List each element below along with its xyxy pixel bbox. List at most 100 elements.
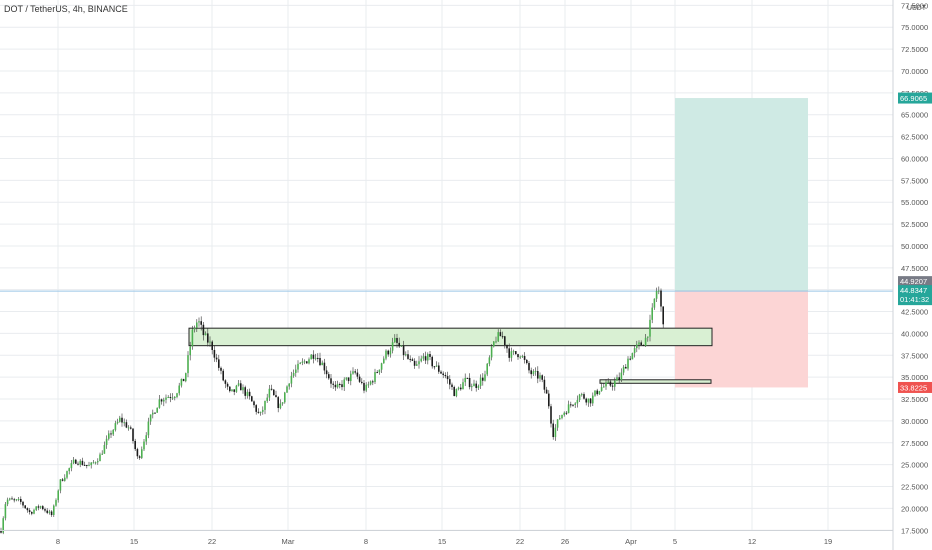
candle — [499, 329, 502, 337]
candle-body — [33, 509, 35, 514]
candle — [565, 411, 568, 415]
candle-body — [539, 375, 541, 379]
candle — [655, 287, 658, 302]
candle — [416, 360, 418, 366]
candle-body — [174, 397, 176, 399]
candle-body — [279, 403, 282, 409]
candle — [512, 349, 515, 355]
x-tick-label: 8 — [56, 537, 60, 546]
candle — [460, 383, 462, 391]
resistance-zone[interactable] — [188, 327, 713, 347]
candle — [246, 389, 249, 399]
candle-body — [607, 381, 609, 383]
candle-body — [519, 356, 521, 358]
candle — [147, 417, 150, 439]
candle — [339, 382, 341, 389]
last-price-tag-box — [898, 285, 932, 306]
candle-body — [543, 379, 546, 390]
candle-body — [570, 404, 572, 406]
candle — [411, 357, 414, 362]
candle — [330, 374, 332, 388]
candle — [427, 352, 429, 365]
y-tick-label: 57.5000 — [901, 176, 928, 185]
candle — [270, 384, 273, 391]
candle-body — [495, 341, 497, 343]
candle — [215, 353, 218, 363]
candle-body — [158, 399, 161, 408]
prev-close-tag-box — [898, 276, 932, 287]
candle-body — [490, 346, 493, 358]
candle-body — [431, 356, 433, 367]
candle-body — [587, 398, 590, 403]
candle-body — [444, 375, 447, 377]
y-tick-label: 42.5000 — [901, 308, 928, 317]
candle-body — [308, 359, 310, 364]
candle-body — [369, 381, 372, 385]
candle — [264, 400, 266, 415]
candle — [101, 450, 103, 455]
candle — [253, 400, 255, 408]
prev-close-tag: 44.9207 — [898, 276, 932, 287]
candle-body — [350, 373, 352, 382]
support-zone[interactable] — [599, 379, 712, 384]
candle-body — [376, 372, 378, 374]
candle — [136, 447, 139, 459]
candle-body — [422, 356, 425, 359]
candle — [409, 355, 411, 363]
candle — [438, 362, 440, 374]
candle-body — [614, 380, 616, 387]
candle — [167, 395, 169, 399]
drawing-layer[interactable] — [0, 98, 893, 388]
y-tick-label: 35.0000 — [901, 373, 928, 382]
candle — [548, 390, 550, 409]
candle — [495, 336, 497, 344]
candle — [556, 419, 559, 431]
candle — [523, 352, 526, 364]
candle-body — [482, 377, 484, 381]
y-tick-label: 50.0000 — [901, 242, 928, 251]
candle-body — [389, 350, 392, 355]
candle-body — [160, 399, 163, 402]
candle — [620, 368, 623, 383]
profit-zone[interactable] — [675, 98, 808, 292]
candle-body — [187, 355, 189, 374]
candle — [647, 336, 649, 342]
candle — [552, 419, 554, 440]
candle — [451, 382, 453, 391]
candle — [303, 359, 306, 365]
candle — [380, 362, 383, 374]
candle — [446, 371, 449, 384]
candle-body — [363, 382, 365, 391]
candle-body — [259, 411, 262, 413]
candle-body — [532, 371, 535, 375]
candle-body — [9, 498, 11, 500]
candle — [292, 369, 295, 378]
candle-body — [211, 341, 213, 350]
candle-body — [620, 372, 623, 381]
candle — [424, 351, 427, 364]
chart-title: DOT / TetherUS, 4h, BINANCE — [4, 4, 128, 14]
candle — [158, 395, 161, 409]
candle — [394, 334, 396, 343]
candle — [563, 411, 565, 417]
candle — [644, 333, 647, 348]
candle — [125, 419, 128, 429]
candle-body — [574, 403, 576, 405]
candle — [358, 374, 361, 384]
candle — [629, 356, 631, 361]
candle-body — [314, 357, 317, 359]
candle-body — [303, 361, 306, 363]
candle-body — [224, 380, 227, 384]
candle — [466, 377, 469, 379]
candle-body — [275, 395, 277, 398]
candle — [321, 360, 323, 366]
candle-body — [339, 384, 341, 386]
candle-body — [631, 353, 634, 360]
candle-body — [598, 390, 601, 395]
candle — [506, 344, 508, 353]
candle-body — [528, 363, 530, 371]
candle-body — [576, 399, 579, 404]
candle — [182, 378, 185, 382]
